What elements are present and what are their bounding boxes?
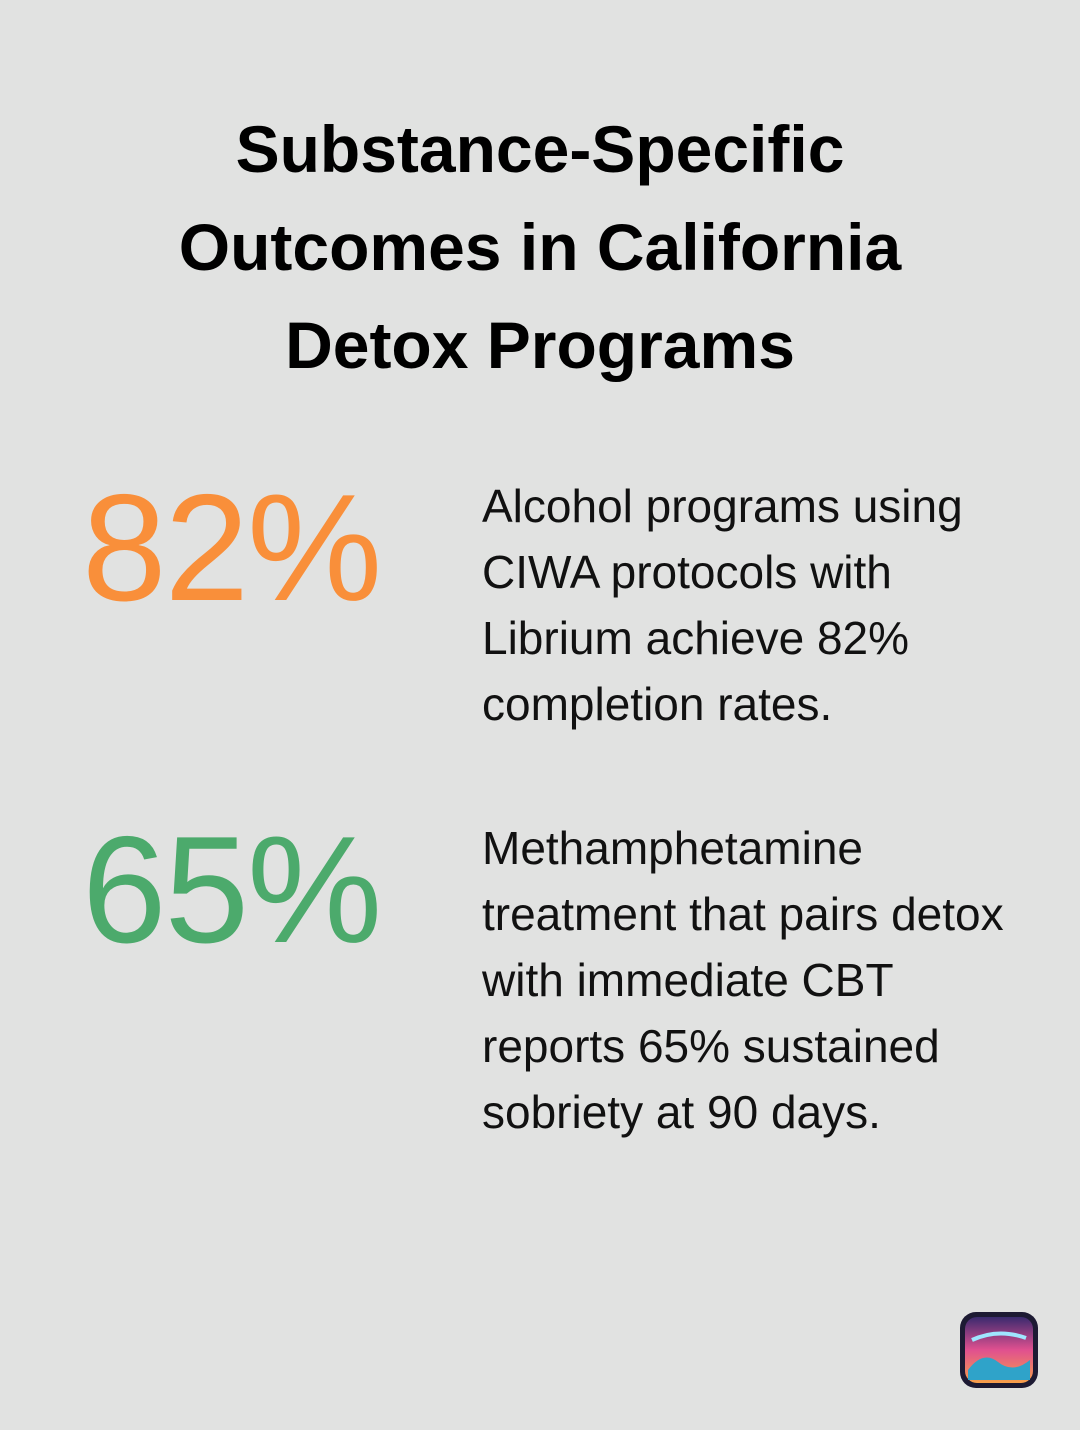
title: Substance-Specific Outcomes in Californi… xyxy=(178,112,902,382)
stat-description: Alcohol programs using CIWA protocols wi… xyxy=(482,480,963,730)
stat-value: 82% xyxy=(82,463,382,633)
stat-description: Methamphetamine treatment that pairs det… xyxy=(482,822,1004,1138)
stat-value: 65% xyxy=(82,805,382,975)
logo xyxy=(960,1312,1038,1388)
